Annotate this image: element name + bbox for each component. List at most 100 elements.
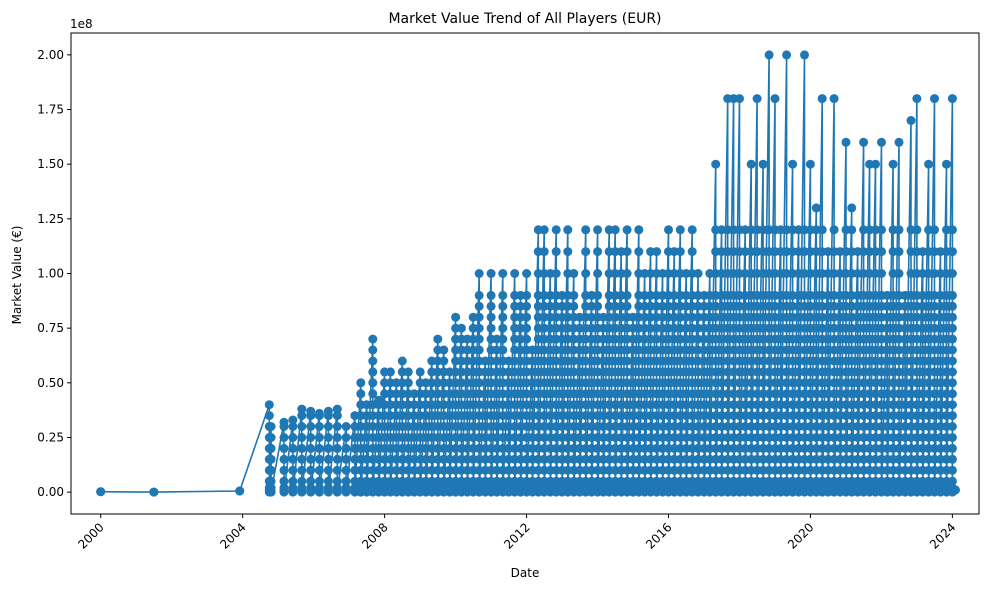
data-point — [817, 225, 827, 235]
data-point — [279, 454, 289, 464]
data-point — [675, 225, 685, 235]
date-marker-group — [96, 487, 106, 497]
y-tick-label: 0.25 — [37, 431, 64, 445]
data-point — [539, 225, 549, 235]
data-point — [323, 454, 333, 464]
data-point — [332, 454, 342, 464]
data-point — [498, 323, 508, 333]
y-tick-label: 0.75 — [37, 321, 64, 335]
data-point — [782, 50, 792, 60]
date-marker-group — [947, 94, 957, 497]
data-point — [622, 290, 632, 300]
data-point — [474, 269, 484, 278]
x-tick-label: 2020 — [785, 520, 816, 551]
data-point — [288, 454, 298, 464]
data-point — [314, 454, 324, 464]
data-point — [947, 454, 957, 464]
y-tick-label: 0.50 — [37, 376, 64, 390]
data-point — [912, 225, 922, 235]
data-point — [877, 247, 886, 257]
data-point — [439, 356, 449, 366]
data-point — [279, 443, 289, 453]
data-point — [752, 94, 762, 104]
data-point — [894, 269, 904, 278]
data-point — [235, 486, 245, 496]
plot-area — [96, 50, 960, 497]
data-point — [693, 269, 703, 278]
data-point — [593, 247, 603, 257]
data-point — [341, 483, 351, 493]
data-point — [593, 301, 603, 311]
x-tick-label: 2008 — [359, 520, 390, 551]
data-point — [332, 411, 342, 421]
x-tick-label: 2000 — [75, 520, 106, 551]
x-tick-label: 2012 — [501, 520, 532, 551]
data-point — [368, 334, 378, 344]
date-marker-group — [288, 415, 298, 497]
data-point — [297, 476, 307, 486]
data-point — [622, 225, 632, 235]
data-point — [486, 312, 496, 322]
data-point — [403, 367, 413, 377]
data-point — [266, 465, 276, 475]
data-point — [622, 269, 632, 278]
data-point — [306, 465, 316, 475]
data-point — [947, 269, 957, 278]
data-point — [498, 301, 508, 311]
y-tick-label: 1.25 — [37, 212, 64, 226]
data-point — [96, 487, 106, 497]
data-point — [593, 290, 603, 300]
y-axis-label: Market Value (€) — [10, 226, 24, 325]
data-point — [947, 433, 957, 442]
data-point — [947, 367, 957, 377]
data-point — [356, 389, 366, 399]
data-point — [314, 465, 324, 475]
data-point — [947, 389, 957, 399]
data-point — [288, 483, 298, 493]
data-point — [947, 334, 957, 344]
data-point — [486, 301, 496, 311]
data-point — [711, 159, 721, 169]
data-point — [486, 323, 496, 333]
data-point — [451, 312, 461, 322]
data-point — [306, 483, 316, 493]
data-point — [314, 443, 324, 453]
data-point — [306, 443, 316, 453]
data-point — [264, 411, 274, 421]
data-point — [894, 247, 904, 257]
data-point — [498, 290, 508, 300]
data-point — [664, 225, 673, 235]
data-point — [569, 290, 579, 300]
data-point — [474, 301, 484, 311]
data-point — [912, 94, 922, 104]
data-point — [341, 433, 351, 442]
date-marker-group — [235, 486, 245, 496]
date-marker-group — [306, 406, 316, 497]
data-point — [474, 312, 484, 322]
data-point — [894, 137, 904, 147]
y-tick-label: 2.00 — [37, 48, 64, 62]
data-point — [950, 485, 960, 495]
data-point — [288, 465, 298, 475]
data-point — [841, 137, 851, 147]
data-point — [829, 94, 839, 104]
data-point — [522, 323, 532, 333]
data-point — [687, 247, 697, 257]
data-point — [877, 269, 886, 278]
data-point — [341, 454, 351, 464]
data-point — [563, 247, 573, 257]
data-point — [539, 247, 549, 257]
x-tick-label: 2016 — [643, 520, 674, 551]
data-point — [297, 465, 307, 475]
data-point — [687, 225, 697, 235]
data-point — [306, 454, 316, 464]
data-point — [266, 483, 276, 493]
data-point — [847, 203, 857, 213]
data-point — [297, 454, 307, 464]
date-marker-group — [279, 417, 289, 497]
data-point — [947, 312, 957, 322]
date-marker-group — [397, 356, 407, 497]
data-point — [368, 389, 378, 399]
data-point — [279, 483, 289, 493]
